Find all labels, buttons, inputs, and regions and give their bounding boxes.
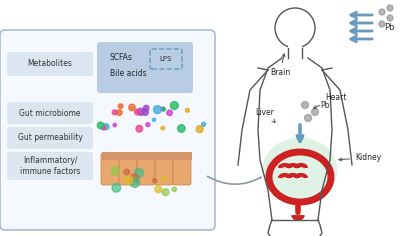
FancyBboxPatch shape [119, 153, 137, 185]
Text: Brain: Brain [270, 54, 290, 77]
FancyArrowPatch shape [208, 176, 261, 184]
Circle shape [129, 104, 135, 111]
Text: Bile acids: Bile acids [110, 68, 147, 77]
Circle shape [162, 108, 166, 111]
Ellipse shape [262, 138, 338, 202]
Bar [288, 42, 302, 52]
Text: Kidney: Kidney [339, 153, 381, 162]
Circle shape [112, 184, 121, 192]
Circle shape [152, 118, 156, 122]
Circle shape [167, 110, 172, 116]
FancyBboxPatch shape [7, 127, 93, 149]
Text: Gut microbiome: Gut microbiome [19, 109, 81, 118]
Text: Metabolites: Metabolites [28, 59, 72, 68]
FancyBboxPatch shape [7, 102, 93, 124]
Circle shape [136, 126, 143, 132]
Text: Pb: Pb [320, 101, 330, 110]
Text: Inflammatory/
immune factors: Inflammatory/ immune factors [20, 156, 80, 176]
Circle shape [112, 110, 117, 115]
Circle shape [162, 176, 166, 181]
Text: Gut permeability: Gut permeability [18, 134, 82, 143]
Circle shape [155, 186, 162, 193]
Circle shape [130, 178, 140, 187]
Circle shape [113, 123, 116, 127]
FancyBboxPatch shape [155, 153, 173, 185]
Circle shape [130, 174, 139, 182]
Circle shape [144, 105, 149, 111]
Circle shape [162, 189, 169, 196]
Text: Pb: Pb [384, 23, 394, 32]
FancyBboxPatch shape [137, 153, 155, 185]
Circle shape [103, 124, 109, 130]
Circle shape [111, 167, 119, 175]
Circle shape [312, 109, 318, 115]
Circle shape [172, 187, 176, 191]
Circle shape [186, 108, 189, 112]
Circle shape [118, 104, 123, 109]
Circle shape [97, 122, 104, 129]
Bar [102, 152, 192, 160]
Circle shape [387, 15, 393, 21]
FancyBboxPatch shape [7, 152, 93, 180]
Circle shape [196, 126, 203, 133]
Circle shape [154, 106, 161, 114]
Circle shape [304, 114, 312, 122]
Text: LPS: LPS [160, 56, 172, 62]
Circle shape [124, 176, 133, 185]
FancyBboxPatch shape [0, 30, 215, 230]
Circle shape [152, 179, 157, 183]
FancyBboxPatch shape [101, 153, 119, 185]
Circle shape [379, 21, 385, 27]
Circle shape [161, 107, 165, 111]
Circle shape [102, 126, 106, 130]
Circle shape [134, 168, 144, 177]
Text: SCFAs: SCFAs [110, 52, 133, 62]
Circle shape [146, 123, 150, 127]
FancyBboxPatch shape [173, 153, 191, 185]
Circle shape [387, 5, 393, 11]
Circle shape [379, 9, 385, 15]
Circle shape [202, 122, 206, 126]
Circle shape [161, 126, 164, 130]
Circle shape [135, 109, 140, 115]
FancyBboxPatch shape [97, 42, 193, 93]
Circle shape [116, 110, 122, 115]
Circle shape [178, 125, 185, 132]
FancyBboxPatch shape [7, 52, 93, 76]
Text: Heart: Heart [314, 93, 346, 108]
Circle shape [142, 109, 148, 115]
Text: Liver: Liver [255, 108, 275, 122]
Circle shape [170, 101, 178, 110]
Circle shape [124, 169, 130, 175]
Circle shape [137, 108, 144, 115]
Circle shape [302, 101, 308, 109]
